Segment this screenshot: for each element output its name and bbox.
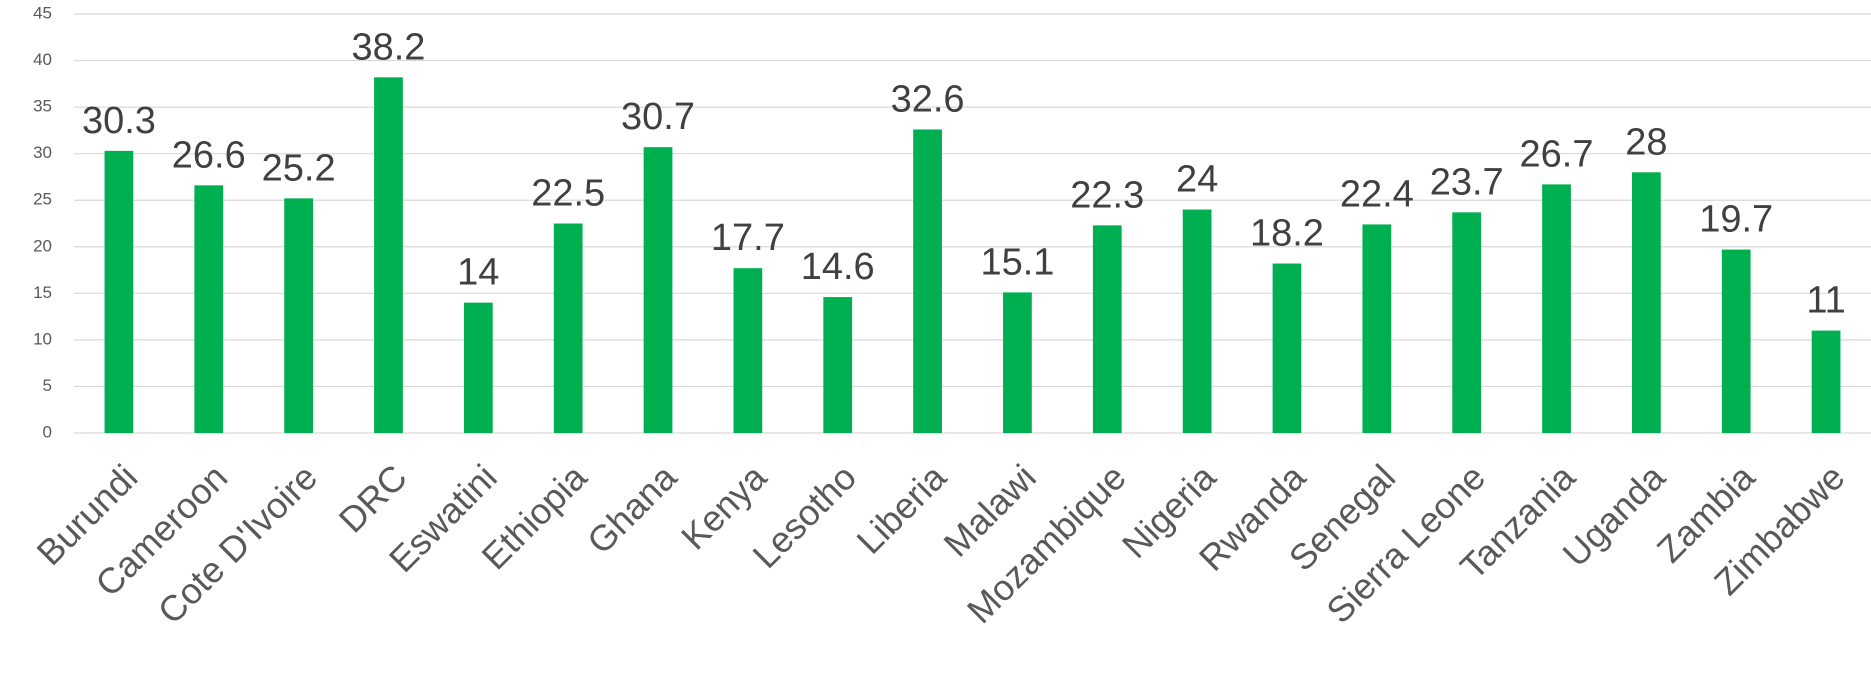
data-label: 22.5	[531, 173, 605, 215]
x-tick-label: DRC	[331, 456, 415, 540]
data-label: 18.2	[1250, 213, 1324, 255]
bar	[733, 268, 763, 433]
bar	[913, 129, 942, 434]
data-label: 17.7	[711, 217, 785, 259]
bar	[823, 297, 853, 433]
data-label: 22.3	[1070, 174, 1144, 216]
data-label: 23.7	[1430, 161, 1504, 203]
x-tick-label: Liberia	[849, 456, 955, 562]
bar	[1182, 209, 1212, 433]
bar	[194, 185, 224, 433]
data-label: 26.7	[1520, 133, 1594, 175]
data-label: 22.4	[1340, 173, 1414, 215]
y-tick-label: 35	[33, 97, 52, 116]
bar	[1721, 249, 1751, 433]
bar	[553, 223, 583, 433]
bar	[643, 147, 673, 433]
data-label: 19.7	[1699, 199, 1773, 241]
bar	[1542, 184, 1571, 433]
y-tick-label: 5	[43, 376, 52, 395]
bar	[104, 150, 134, 433]
x-tick-label: Ghana	[579, 456, 685, 562]
data-label: 32.6	[891, 78, 965, 120]
data-label: 25.2	[262, 147, 336, 189]
data-label: 14.6	[801, 246, 875, 288]
bar	[1362, 224, 1392, 433]
data-label: 24	[1176, 159, 1218, 201]
y-tick-label: 40	[33, 50, 52, 69]
bar	[1003, 292, 1032, 433]
data-label: 26.6	[172, 134, 246, 176]
y-tick-label: 45	[33, 3, 52, 22]
bar	[463, 302, 493, 433]
bar	[374, 77, 403, 433]
y-tick-label: 25	[33, 190, 52, 209]
x-tick-label: Uganda	[1555, 456, 1674, 575]
bar	[1092, 225, 1122, 433]
y-tick-label: 10	[33, 329, 52, 348]
data-label: 38.2	[351, 26, 425, 68]
data-label: 28	[1625, 121, 1667, 163]
data-label: 11	[1806, 280, 1845, 322]
bar	[284, 198, 314, 433]
bar	[1811, 330, 1841, 433]
y-tick-label: 30	[33, 143, 52, 162]
data-label: 14	[457, 252, 499, 294]
y-tick-label: 20	[33, 236, 52, 255]
y-tick-label: 0	[43, 422, 52, 441]
data-label: 30.7	[621, 96, 695, 138]
bar	[1272, 263, 1302, 433]
data-label: 30.3	[82, 100, 156, 142]
bar	[1452, 212, 1482, 433]
y-tick-label: 15	[33, 283, 52, 302]
data-label: 15.1	[980, 241, 1054, 283]
bar	[1631, 172, 1661, 434]
